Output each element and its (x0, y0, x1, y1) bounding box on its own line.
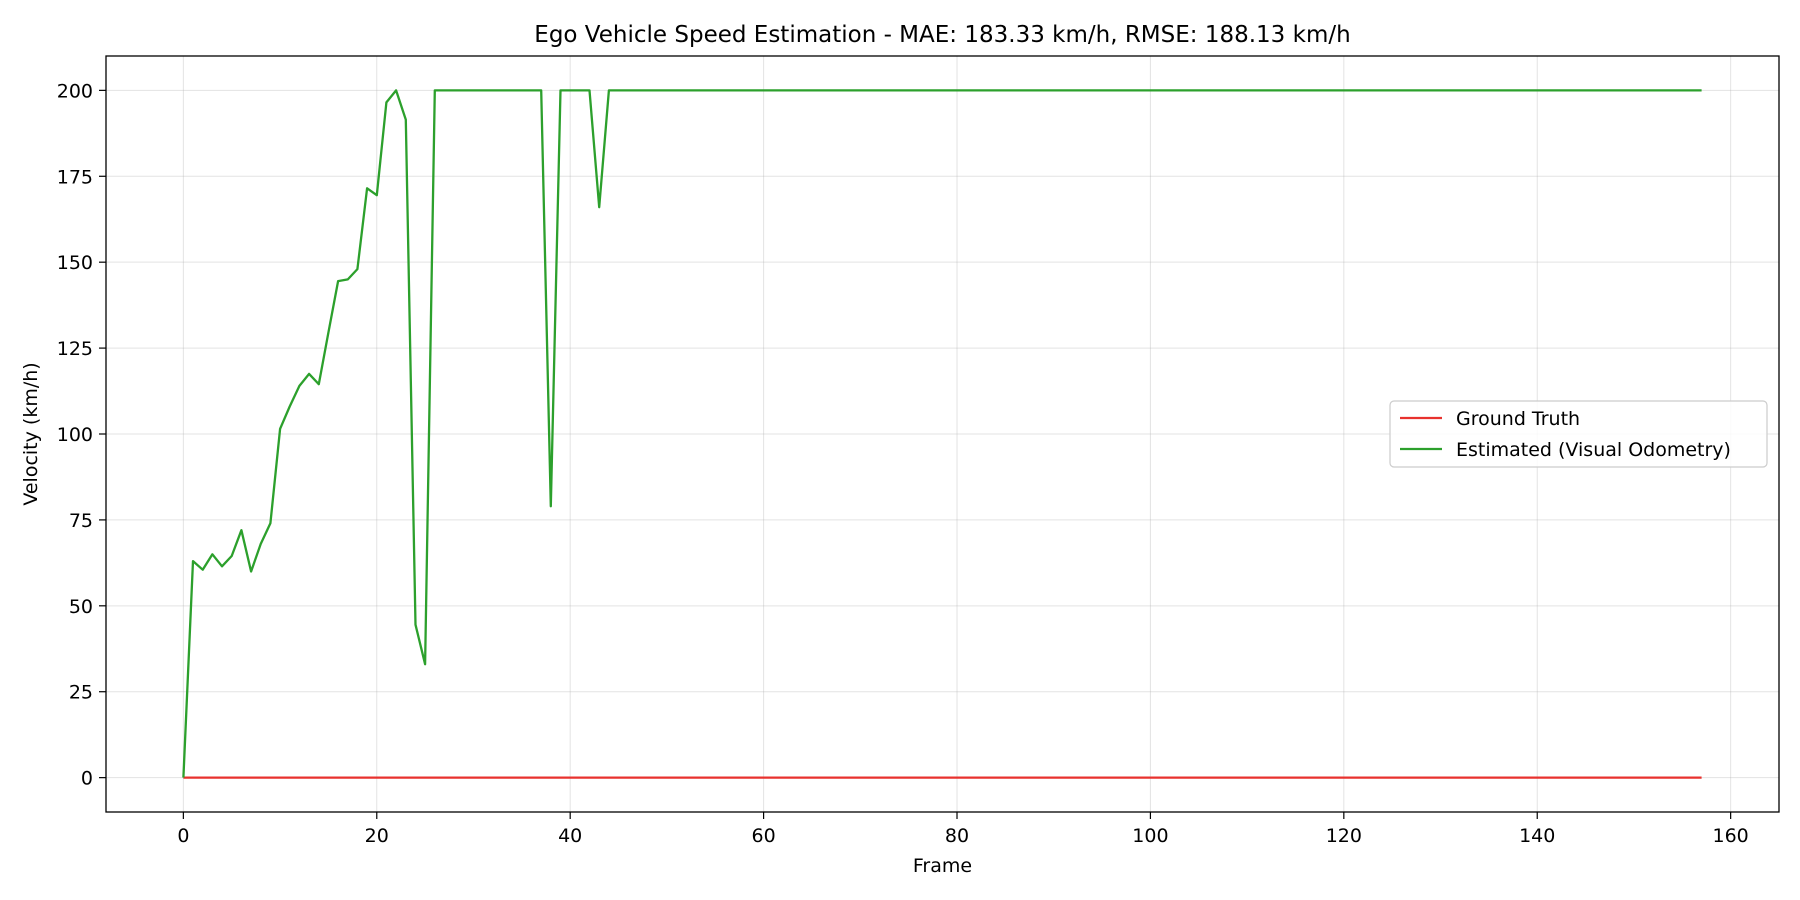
x-tick-label: 160 (1713, 825, 1749, 847)
y-tick-label: 150 (57, 252, 93, 274)
legend-label-1: Estimated (Visual Odometry) (1456, 439, 1731, 461)
x-tick-label: 0 (177, 825, 189, 847)
y-axis-label: Velocity (km/h) (20, 362, 42, 505)
x-tick-label: 80 (945, 825, 969, 847)
series-line-1 (182, 89, 1702, 778)
chart-title: Ego Vehicle Speed Estimation - MAE: 183.… (534, 22, 1350, 48)
legend-box (1389, 400, 1768, 468)
x-axis-label: Frame (913, 855, 972, 877)
ticks: 0 20 40 60 80 100 120 140 160 0 25 50 75 100 125 150 175… (57, 80, 1749, 847)
y-tick-label: 200 (57, 80, 93, 102)
x-tick-label: 60 (752, 825, 776, 847)
legend-label-0: Ground Truth (1456, 408, 1580, 430)
y-tick-label: 75 (69, 510, 93, 532)
y-tick-label: 25 (69, 682, 93, 704)
x-tick-label: 40 (558, 825, 582, 847)
y-tick-label: 175 (57, 166, 93, 188)
y-tick-label: 125 (57, 338, 93, 360)
x-tick-label: 120 (1326, 825, 1362, 847)
series-layer (182, 89, 1702, 779)
y-tick-label: 0 (81, 768, 93, 790)
y-tick-label: 50 (69, 596, 93, 618)
x-tick-label: 20 (365, 825, 389, 847)
legend: Ground Truth Estimated (Visual Odometry) (1389, 400, 1768, 468)
x-tick-label: 100 (1132, 825, 1168, 847)
y-tick-label: 100 (57, 424, 93, 446)
x-tick-label: 140 (1519, 825, 1555, 847)
